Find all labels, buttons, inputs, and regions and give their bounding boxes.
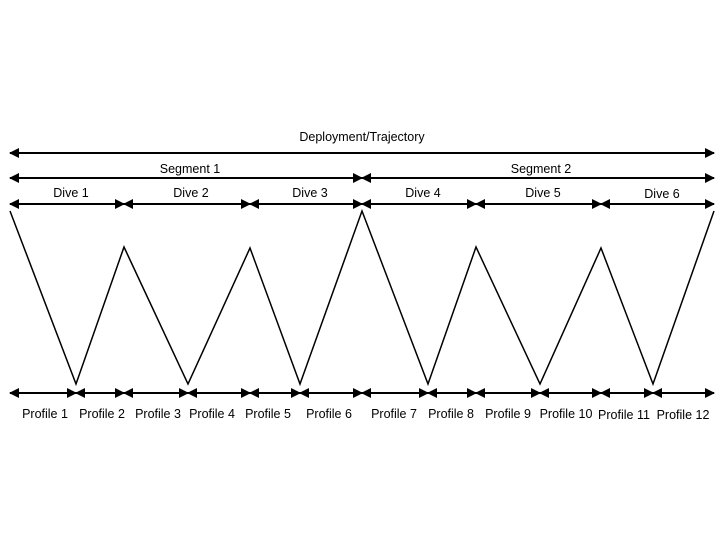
dive-6-label: Dive 6 (644, 187, 679, 201)
profile-12-label: Profile 12 (657, 408, 710, 422)
deployment-label: Deployment/Trajectory (299, 130, 425, 144)
dive-5-label: Dive 5 (525, 186, 560, 200)
profile-1-label: Profile 1 (22, 407, 68, 421)
profile-11-label: Profile 11 (598, 408, 650, 422)
profile-8-label: Profile 8 (428, 407, 474, 421)
profile-7-label: Profile 7 (371, 407, 417, 421)
dive-2-label: Dive 2 (173, 186, 208, 200)
segment-1-label: Segment 1 (160, 162, 221, 176)
profile-5-label: Profile 5 (245, 407, 291, 421)
dive-4-label: Dive 4 (405, 186, 440, 200)
profile-9-label: Profile 9 (485, 407, 531, 421)
dive-3-label: Dive 3 (292, 186, 327, 200)
profile-4-label: Profile 4 (189, 407, 235, 421)
dive-1-label: Dive 1 (53, 186, 88, 200)
glider-trajectory-path (9, 208, 715, 387)
profile-2-label: Profile 2 (79, 407, 125, 421)
profile-10-label: Profile 10 (540, 407, 593, 421)
profile-6-label: Profile 6 (306, 407, 352, 421)
segment-2-label: Segment 2 (511, 162, 572, 176)
profile-3-label: Profile 3 (135, 407, 181, 421)
